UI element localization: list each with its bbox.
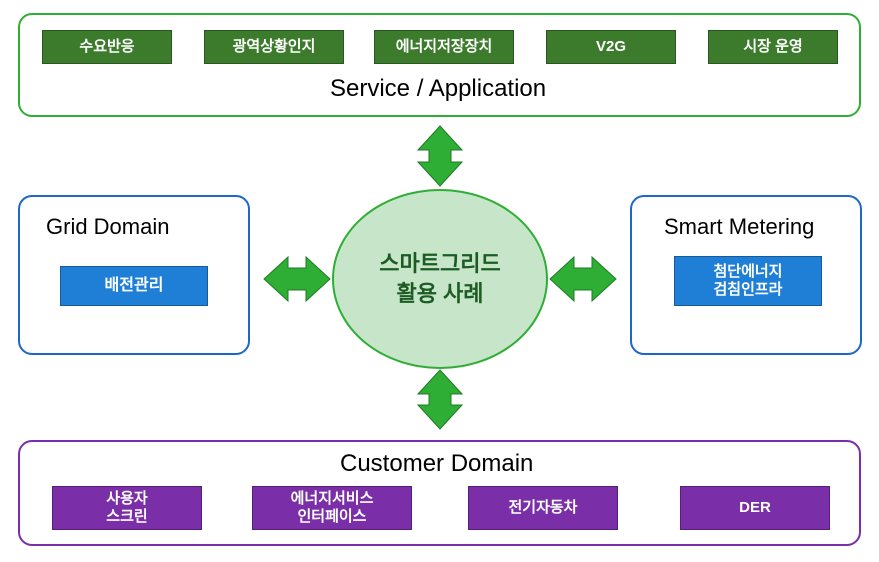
arrow-left — [264, 257, 330, 301]
smart-metering-title: Smart Metering — [664, 214, 814, 240]
arrow-down — [418, 370, 462, 429]
customer-domain-chip-0: 사용자스크린 — [52, 486, 202, 530]
service-application-chip-4: 시장 운영 — [708, 30, 838, 64]
grid-domain-title: Grid Domain — [46, 214, 169, 240]
arrow-up — [418, 126, 462, 186]
service-application-chip-2: 에너지저장장치 — [374, 30, 514, 64]
customer-domain-chip-1: 에너지서비스인터페이스 — [252, 486, 412, 530]
service-application-title: Service / Application — [330, 75, 546, 103]
service-application-chip-3: V2G — [546, 30, 676, 64]
customer-domain-chip-3: DER — [680, 486, 830, 530]
customer-domain-chip-2: 전기자동차 — [468, 486, 618, 530]
center-smartgrid-usecase: 스마트그리드활용 사례 — [332, 189, 548, 369]
arrow-right — [550, 257, 616, 301]
customer-domain-title: Customer Domain — [340, 450, 533, 478]
service-application-chip-1: 광역상황인지 — [204, 30, 344, 64]
service-application-chip-0: 수요반응 — [42, 30, 172, 64]
smart-metering-chip-0: 첨단에너지검침인프라 — [674, 256, 822, 306]
grid-domain-chip-0: 배전관리 — [60, 266, 208, 306]
center-label: 스마트그리드활용 사례 — [379, 249, 500, 308]
